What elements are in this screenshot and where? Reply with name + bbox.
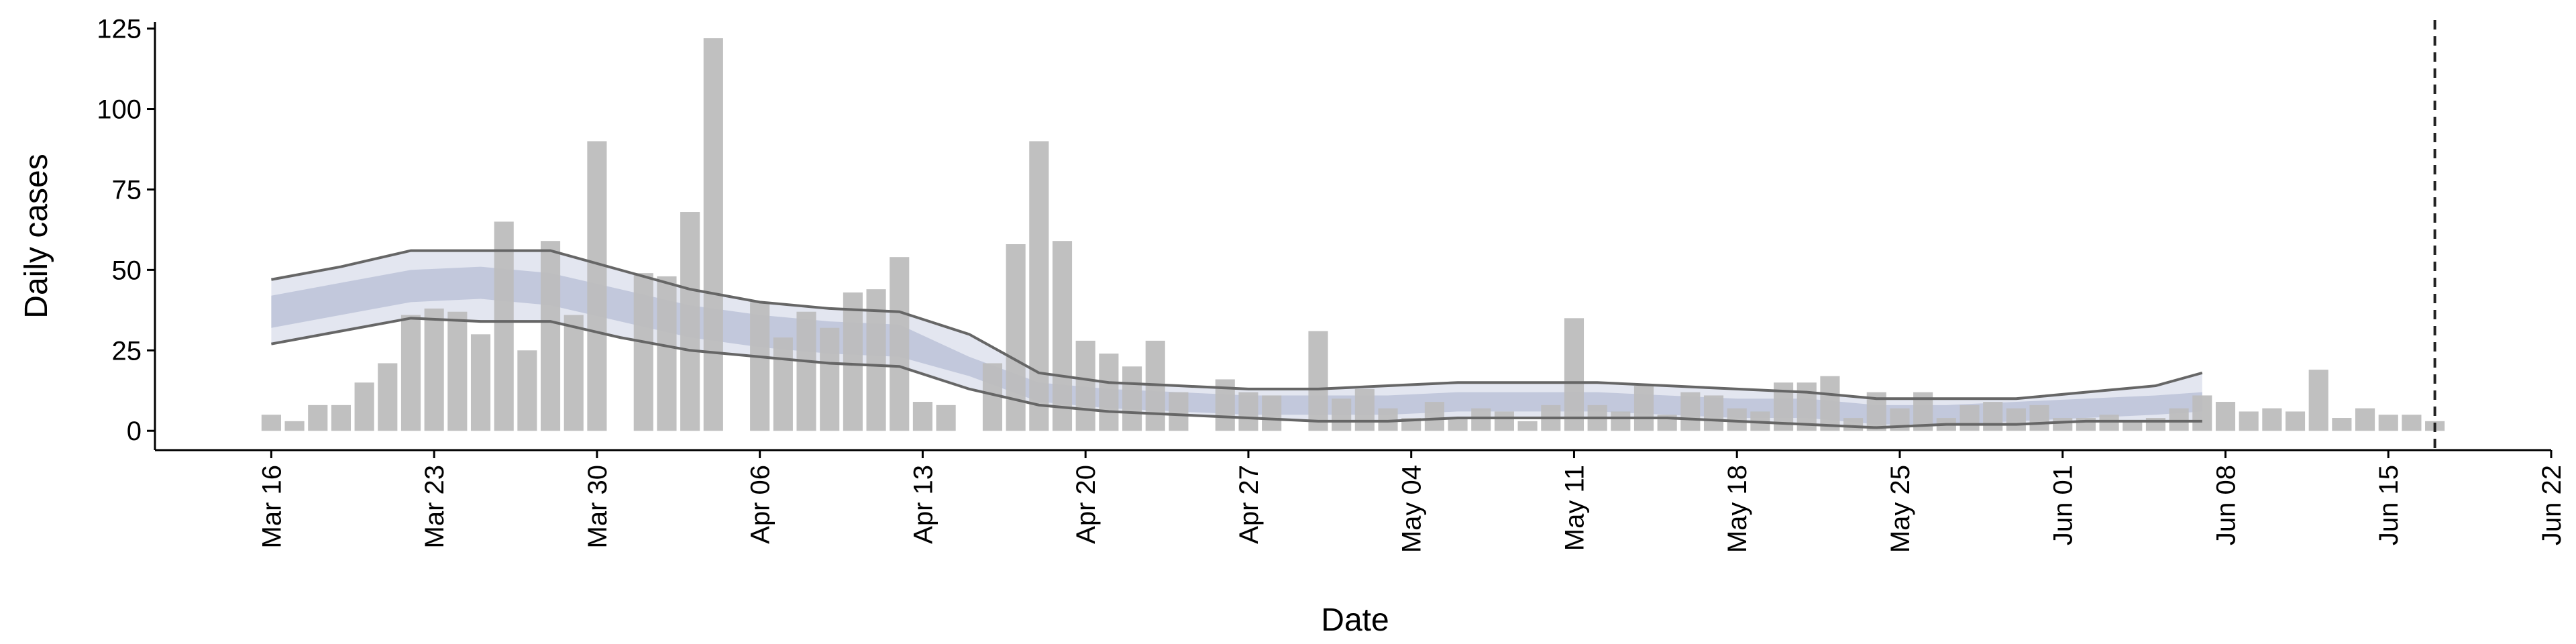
bar	[331, 405, 352, 431]
bar	[1122, 366, 1142, 431]
y-tick-label: 125	[97, 15, 142, 44]
bar	[2355, 408, 2375, 431]
bar	[843, 292, 863, 431]
bar	[1169, 392, 1189, 431]
bar	[2192, 395, 2212, 431]
bar	[912, 402, 932, 431]
bar	[1843, 418, 1864, 431]
x-tick-label: Jun 22	[2537, 465, 2567, 545]
bar	[354, 382, 374, 431]
bar	[540, 241, 561, 431]
bar	[866, 289, 886, 431]
bar	[1308, 331, 1328, 431]
bar	[378, 363, 398, 431]
x-tick-label: Apr 06	[746, 465, 775, 544]
bar	[2053, 418, 2073, 431]
bar	[796, 311, 816, 431]
bar	[1238, 392, 1258, 431]
bar	[2262, 408, 2282, 431]
bar	[1029, 141, 1049, 431]
bar	[657, 276, 677, 431]
x-tick-label: Apr 27	[1234, 465, 1264, 544]
bar	[1564, 318, 1585, 431]
bar	[2402, 415, 2422, 431]
bar	[1052, 241, 1073, 431]
bar	[2006, 408, 2026, 431]
x-tick-label: May 18	[1723, 465, 1752, 553]
x-tick-label: Mar 23	[420, 465, 449, 549]
bar	[2332, 418, 2352, 431]
bar	[2215, 402, 2236, 431]
bar	[1960, 405, 1980, 431]
bar	[400, 315, 421, 431]
y-tick-label: 25	[112, 336, 142, 366]
y-axis-label: Daily cases	[19, 154, 54, 318]
x-tick-label: Apr 13	[908, 465, 938, 544]
bar	[1983, 402, 2003, 431]
x-tick-label: Apr 20	[1071, 465, 1101, 544]
bar	[1006, 244, 1026, 431]
bar	[936, 405, 956, 431]
x-tick-label: Mar 30	[583, 465, 612, 549]
bar	[1633, 386, 1654, 431]
bar	[633, 273, 653, 431]
bound-line	[271, 249, 2203, 400]
x-tick-label: May 11	[1560, 465, 1589, 551]
bar	[284, 421, 305, 431]
bar	[2099, 415, 2119, 431]
bar	[1075, 340, 1095, 431]
y-tick-label: 0	[127, 417, 142, 446]
bar	[890, 257, 910, 431]
bar	[2308, 370, 2328, 431]
bar	[1354, 388, 1375, 431]
bar	[1517, 421, 1538, 431]
bar	[773, 337, 793, 431]
bar	[703, 38, 723, 431]
bar	[1494, 411, 1514, 431]
bar	[1820, 376, 1840, 431]
bar	[1332, 398, 1352, 431]
bar	[2029, 405, 2049, 431]
x-tick-label: May 25	[1886, 465, 1915, 553]
bar	[2169, 408, 2189, 431]
bar	[2285, 411, 2306, 431]
bar	[1424, 402, 1444, 431]
y-tick-label: 75	[112, 175, 142, 205]
bar	[1262, 395, 1282, 431]
x-tick-label: Mar 16	[257, 465, 286, 549]
bar	[308, 405, 328, 431]
bar	[750, 302, 770, 431]
bar	[1471, 408, 1491, 431]
y-tick-label: 100	[97, 95, 142, 125]
bar	[1703, 395, 1724, 431]
y-tick-label: 50	[112, 256, 142, 285]
bar	[2239, 411, 2259, 431]
bar	[494, 221, 514, 431]
x-tick-label: May 04	[1397, 465, 1427, 553]
x-tick-label: Jun 08	[2211, 465, 2241, 545]
bar	[424, 308, 444, 431]
bar	[820, 327, 840, 431]
bar	[1099, 354, 1119, 431]
x-tick-label: Jun 01	[2049, 465, 2078, 545]
bar	[470, 334, 491, 431]
bar	[587, 141, 607, 431]
bound-line	[271, 317, 2202, 429]
bar	[1611, 411, 1631, 431]
bar	[2123, 421, 2143, 431]
bar	[261, 415, 281, 431]
bar	[447, 311, 468, 431]
x-tick-label: Jun 15	[2374, 465, 2404, 545]
bar	[2378, 415, 2398, 431]
bar	[564, 315, 584, 431]
x-axis-label: Date	[1321, 602, 1389, 638]
bar	[680, 212, 700, 431]
bar	[1680, 392, 1701, 431]
bar	[517, 350, 537, 431]
bar	[1448, 418, 1468, 431]
